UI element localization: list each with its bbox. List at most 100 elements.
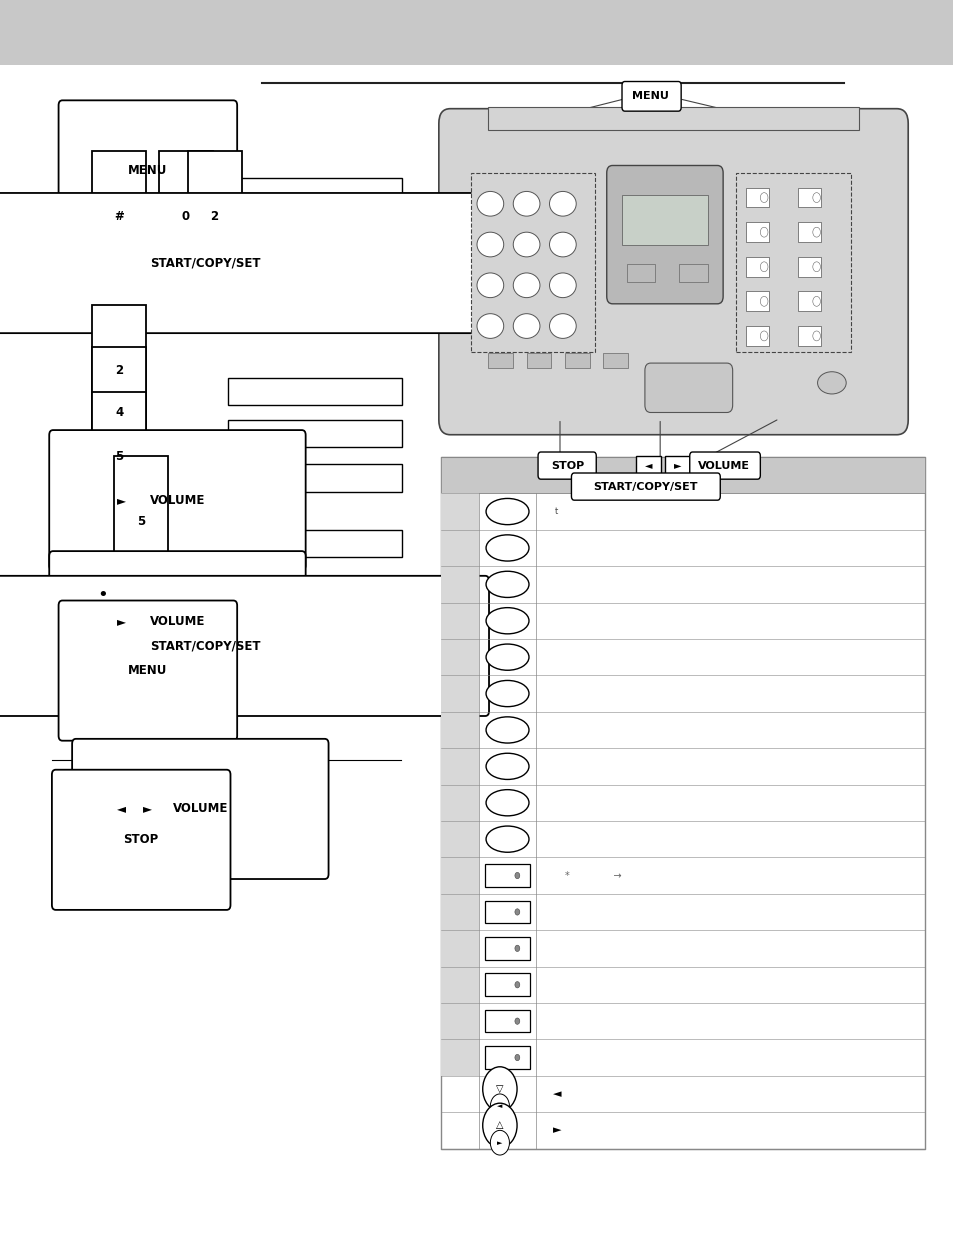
Text: STOP: STOP	[124, 834, 158, 846]
Circle shape	[760, 193, 767, 203]
Circle shape	[760, 331, 767, 341]
Text: START/COPY/SET: START/COPY/SET	[593, 482, 698, 492]
Text: MENU: MENU	[128, 664, 168, 677]
Ellipse shape	[476, 273, 503, 298]
FancyBboxPatch shape	[50, 551, 305, 692]
Ellipse shape	[476, 191, 503, 216]
FancyBboxPatch shape	[94, 435, 148, 566]
FancyBboxPatch shape	[72, 739, 328, 879]
FancyBboxPatch shape	[159, 151, 213, 282]
Text: ►: ►	[497, 1140, 502, 1146]
Bar	[488, 107, 858, 130]
Bar	[485, 1046, 529, 1068]
Ellipse shape	[486, 716, 528, 743]
Bar	[664, 456, 689, 475]
Bar	[228, 464, 401, 492]
Ellipse shape	[513, 191, 539, 216]
Bar	[228, 530, 401, 557]
Text: ▽: ▽	[496, 1084, 503, 1094]
Bar	[745, 257, 768, 277]
Circle shape	[515, 872, 519, 879]
Ellipse shape	[486, 535, 528, 561]
Text: 4: 4	[115, 406, 123, 419]
FancyBboxPatch shape	[537, 452, 596, 479]
Text: ►: ►	[673, 461, 680, 471]
Ellipse shape	[486, 753, 528, 779]
Text: START/COPY/SET: START/COPY/SET	[150, 640, 260, 652]
Circle shape	[760, 262, 767, 272]
Text: MENU: MENU	[632, 91, 668, 101]
Circle shape	[515, 1055, 519, 1061]
FancyBboxPatch shape	[188, 151, 241, 282]
Bar	[228, 224, 401, 251]
Bar	[440, 457, 924, 1149]
FancyBboxPatch shape	[0, 576, 489, 716]
Circle shape	[812, 227, 820, 237]
Text: t: t	[555, 508, 558, 516]
Text: 5: 5	[137, 515, 145, 527]
FancyBboxPatch shape	[92, 305, 146, 436]
Circle shape	[482, 1103, 517, 1147]
Text: ◄: ◄	[497, 1103, 502, 1109]
Text: VOLUME: VOLUME	[698, 461, 749, 471]
Ellipse shape	[817, 372, 845, 394]
FancyBboxPatch shape	[621, 82, 680, 111]
Circle shape	[490, 1094, 509, 1119]
Text: 2: 2	[115, 364, 123, 377]
Text: STOP: STOP	[551, 461, 583, 471]
Text: 5: 5	[115, 451, 123, 463]
FancyBboxPatch shape	[114, 456, 168, 587]
Text: △: △	[496, 1120, 503, 1130]
Text: 2: 2	[211, 210, 218, 222]
FancyBboxPatch shape	[438, 109, 907, 435]
Bar	[440, 493, 478, 857]
Bar	[228, 378, 401, 405]
Ellipse shape	[476, 314, 503, 338]
Ellipse shape	[549, 191, 576, 216]
FancyBboxPatch shape	[571, 473, 720, 500]
Text: ►: ►	[116, 494, 126, 506]
Circle shape	[515, 1018, 519, 1024]
Ellipse shape	[549, 314, 576, 338]
FancyBboxPatch shape	[121, 743, 174, 874]
Bar	[440, 857, 478, 1076]
Text: ►: ►	[143, 803, 152, 815]
Circle shape	[812, 193, 820, 203]
Circle shape	[515, 982, 519, 988]
FancyBboxPatch shape	[471, 173, 595, 352]
Text: •: •	[97, 587, 109, 604]
FancyBboxPatch shape	[92, 347, 146, 478]
Ellipse shape	[486, 608, 528, 634]
FancyBboxPatch shape	[0, 193, 489, 333]
Circle shape	[812, 296, 820, 306]
Bar	[621, 195, 707, 245]
FancyBboxPatch shape	[92, 391, 146, 522]
Circle shape	[812, 331, 820, 341]
FancyBboxPatch shape	[58, 100, 237, 241]
FancyBboxPatch shape	[50, 430, 305, 571]
Circle shape	[515, 945, 519, 951]
FancyBboxPatch shape	[94, 556, 148, 687]
FancyBboxPatch shape	[736, 173, 850, 352]
Bar	[745, 326, 768, 346]
Text: ◄: ◄	[553, 1089, 561, 1099]
Text: START/COPY/SET: START/COPY/SET	[150, 257, 260, 269]
Bar	[440, 457, 924, 493]
Bar	[602, 353, 627, 368]
Bar	[485, 937, 529, 960]
Bar	[488, 353, 513, 368]
Text: ◄: ◄	[644, 461, 652, 471]
Bar	[679, 264, 707, 282]
Bar	[798, 291, 821, 311]
FancyBboxPatch shape	[644, 363, 732, 412]
Ellipse shape	[486, 643, 528, 671]
Bar	[228, 651, 401, 678]
Ellipse shape	[513, 314, 539, 338]
Ellipse shape	[486, 572, 528, 598]
Bar	[485, 973, 529, 997]
Bar	[485, 1010, 529, 1032]
Ellipse shape	[486, 680, 528, 706]
FancyBboxPatch shape	[51, 769, 231, 910]
Text: #: #	[114, 210, 124, 222]
Bar	[228, 420, 401, 447]
